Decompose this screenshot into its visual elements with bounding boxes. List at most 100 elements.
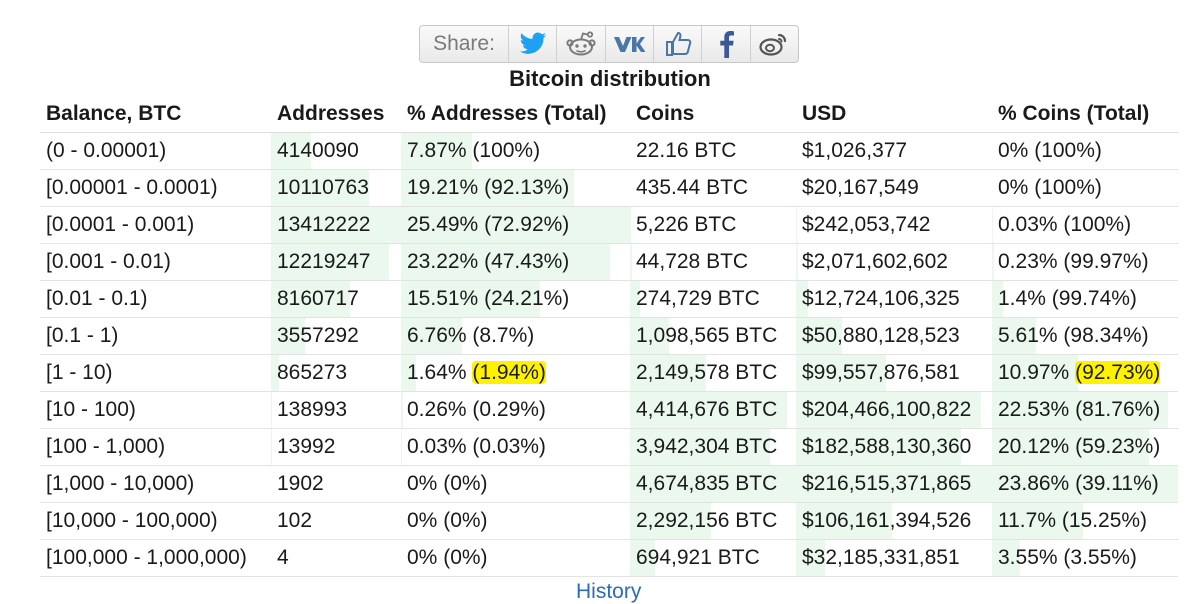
share-bar-fill bbox=[796, 244, 798, 280]
pct-addresses-value: 19.21% bbox=[407, 176, 478, 199]
share-like-button[interactable] bbox=[654, 26, 702, 62]
balance-range: [0.0001 - 0.001) bbox=[46, 213, 194, 236]
share-weibo-button[interactable] bbox=[751, 26, 798, 62]
balance-range: [10 - 100) bbox=[46, 398, 136, 421]
balance-cell: [10,000 - 100,000) bbox=[40, 503, 271, 540]
addresses-cell: 1902 bbox=[271, 466, 401, 503]
pct-addresses-total: (24.21%) bbox=[484, 287, 569, 310]
addresses-cell: 10110763 bbox=[271, 170, 401, 207]
usd-value: $106,161,394,526 bbox=[802, 509, 971, 532]
usd-cell: $50,880,128,523 bbox=[796, 318, 992, 355]
pct-coins-value: 20.12% bbox=[998, 435, 1069, 458]
balance-cell: [100 - 1,000) bbox=[40, 429, 271, 466]
pct-addresses-value: 0.26% bbox=[407, 398, 467, 421]
pct-addresses-total: (0%) bbox=[443, 546, 487, 569]
addresses-cell: 13412222 bbox=[271, 207, 401, 244]
pct-coins-value: 0.03% bbox=[998, 213, 1058, 236]
pct-coins-total: (39.11%) bbox=[1075, 472, 1159, 495]
balance-cell: [1 - 10) bbox=[40, 355, 271, 392]
page-title: Bitcoin distribution bbox=[0, 66, 1200, 92]
balance-cell: [100,000 - 1,000,000) bbox=[40, 540, 271, 577]
usd-cell: $182,588,130,360 bbox=[796, 429, 992, 466]
coin-amount: 5,226 BTC bbox=[636, 213, 736, 236]
balance-cell: [0.001 - 0.01) bbox=[40, 244, 271, 281]
coin-amount: 4,414,676 BTC bbox=[636, 398, 777, 421]
header-balance: Balance, BTC bbox=[40, 95, 271, 133]
reddit-icon bbox=[565, 30, 597, 58]
balance-range: [100,000 - 1,000,000) bbox=[46, 546, 247, 569]
usd-value: $50,880,128,523 bbox=[802, 324, 960, 347]
pct-addresses-cell: 23.22% (47.43%) bbox=[401, 244, 630, 281]
addresses-cell: 8160717 bbox=[271, 281, 401, 318]
share-bar-fill bbox=[630, 244, 632, 280]
pct-coins-cell: 0% (100%) bbox=[992, 133, 1178, 170]
addresses-cell: 102 bbox=[271, 503, 401, 540]
coin-amount: 274,729 BTC bbox=[636, 287, 760, 310]
coins-cell: 4,414,676 BTC bbox=[630, 392, 796, 429]
pct-addresses-value: 23.22% bbox=[407, 250, 478, 273]
coin-amount: 2,292,156 BTC bbox=[636, 509, 777, 532]
pct-coins-total: (15.25%) bbox=[1062, 509, 1147, 532]
pct-addresses-value: 25.49% bbox=[407, 213, 478, 236]
share-label: Share: bbox=[420, 26, 509, 62]
address-count: 8160717 bbox=[277, 287, 359, 310]
weibo-icon bbox=[759, 31, 789, 57]
coins-cell: 2,149,578 BTC bbox=[630, 355, 796, 392]
usd-value: $20,167,549 bbox=[802, 176, 919, 199]
coin-amount: 3,942,304 BTC bbox=[636, 435, 777, 458]
pct-coins-value: 23.86% bbox=[998, 472, 1069, 495]
share-reddit-button[interactable] bbox=[557, 26, 605, 62]
coins-cell: 44,728 BTC bbox=[630, 244, 796, 281]
pct-coins-value: 3.55% bbox=[998, 546, 1058, 569]
pct-addresses-value: 15.51% bbox=[407, 287, 478, 310]
pct-coins-cell: 5.61% (98.34%) bbox=[992, 318, 1178, 355]
usd-value: $99,557,876,581 bbox=[802, 361, 960, 384]
addresses-cell: 3557292 bbox=[271, 318, 401, 355]
pct-coins-total: (100%) bbox=[1034, 176, 1102, 199]
pct-coins-total: (100%) bbox=[1063, 213, 1131, 236]
header-pct-coins: % Coins (Total) bbox=[992, 95, 1178, 133]
usd-cell: $2,071,602,602 bbox=[796, 244, 992, 281]
pct-coins-total: (81.76%) bbox=[1075, 398, 1160, 421]
distribution-table: Balance, BTC Addresses % Addresses (Tota… bbox=[40, 95, 1178, 577]
pct-coins-cell: 22.53% (81.76%) bbox=[992, 392, 1178, 429]
balance-range: [100 - 1,000) bbox=[46, 435, 165, 458]
coins-cell: 4,674,835 BTC bbox=[630, 466, 796, 503]
pct-coins-value: 11.7% bbox=[998, 509, 1056, 532]
pct-coins-cell: 1.4% (99.74%) bbox=[992, 281, 1178, 318]
pct-coins-value: 5.61% bbox=[998, 324, 1058, 347]
balance-cell: [1,000 - 10,000) bbox=[40, 466, 271, 503]
pct-coins-value: 1.4% bbox=[998, 287, 1046, 310]
coins-cell: 274,729 BTC bbox=[630, 281, 796, 318]
pct-coins-value: 10.97% bbox=[998, 361, 1069, 384]
pct-coins-total: (59.23%) bbox=[1075, 435, 1160, 458]
address-count: 3557292 bbox=[277, 324, 359, 347]
like-icon bbox=[664, 30, 692, 58]
share-bar-fill bbox=[401, 392, 403, 428]
addresses-cell: 4 bbox=[271, 540, 401, 577]
history-link[interactable]: History bbox=[576, 580, 641, 604]
pct-coins-cell: 11.7% (15.25%) bbox=[992, 503, 1178, 540]
share-bar-fill bbox=[271, 392, 272, 428]
balance-range: (0 - 0.00001) bbox=[46, 139, 166, 162]
header-coins: Coins bbox=[630, 95, 796, 133]
usd-cell: $32,185,331,851 bbox=[796, 540, 992, 577]
balance-cell: [0.00001 - 0.0001) bbox=[40, 170, 271, 207]
coin-amount: 2,149,578 BTC bbox=[636, 361, 777, 384]
share-facebook-button[interactable] bbox=[702, 26, 750, 62]
coins-cell: 1,098,565 BTC bbox=[630, 318, 796, 355]
share-twitter-button[interactable] bbox=[509, 26, 557, 62]
pct-addresses-cell: 0% (0%) bbox=[401, 466, 630, 503]
coin-amount: 1,098,565 BTC bbox=[636, 324, 777, 347]
pct-coins-cell: 20.12% (59.23%) bbox=[992, 429, 1178, 466]
header-pct-addresses: % Addresses (Total) bbox=[401, 95, 630, 133]
share-vk-button[interactable] bbox=[606, 26, 654, 62]
pct-addresses-cell: 0.03% (0.03%) bbox=[401, 429, 630, 466]
pct-coins-cell: 0.23% (99.97%) bbox=[992, 244, 1178, 281]
balance-range: [0.00001 - 0.0001) bbox=[46, 176, 218, 199]
